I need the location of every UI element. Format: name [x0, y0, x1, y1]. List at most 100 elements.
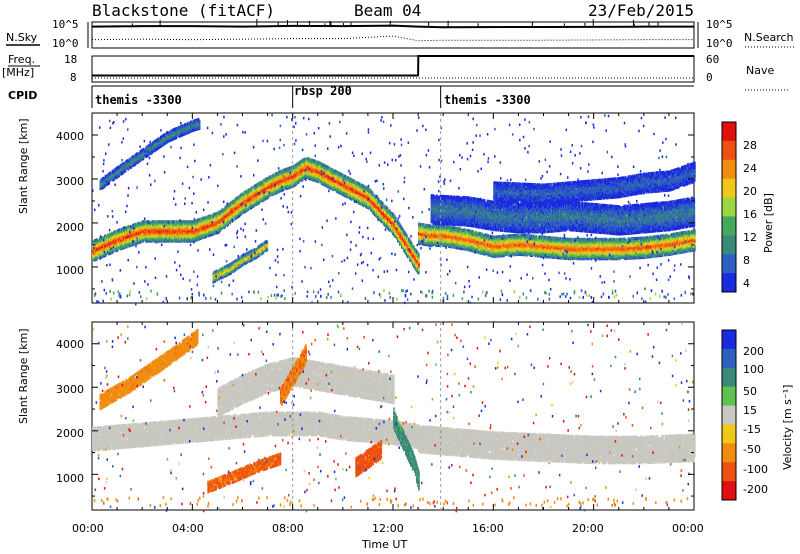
power-cell	[176, 235, 178, 239]
power-cell	[119, 237, 121, 241]
power-cell	[173, 220, 175, 224]
power-cell	[184, 220, 186, 224]
power-cell	[98, 239, 100, 243]
power-cell	[231, 209, 234, 213]
power-cell	[268, 184, 271, 188]
power-cell	[219, 209, 222, 213]
power-cell	[149, 238, 151, 242]
power-cell	[252, 192, 255, 196]
power-cell	[273, 178, 276, 182]
power-cell	[224, 224, 227, 228]
power-cell	[170, 220, 172, 224]
power-cell	[260, 189, 263, 193]
power-cell	[151, 220, 153, 224]
power-cell	[255, 187, 258, 191]
power-cell	[281, 174, 284, 178]
power-cell	[123, 242, 125, 246]
power-cell	[244, 206, 247, 210]
power-cell	[115, 236, 117, 240]
power-cell	[240, 206, 243, 210]
power-cell	[136, 223, 138, 227]
power-cell	[186, 223, 188, 227]
power-cell	[175, 225, 177, 229]
power-cell	[207, 218, 209, 222]
power-cell	[146, 227, 148, 231]
power-cell	[273, 174, 276, 178]
power-cell	[125, 235, 127, 239]
noise-series-nsearch	[91, 35, 694, 42]
power-cell	[227, 219, 230, 223]
power-cell	[246, 190, 249, 194]
power-cell	[282, 176, 285, 180]
power-cell	[151, 237, 153, 241]
power-cell	[213, 218, 216, 222]
power-cell	[217, 218, 220, 222]
power-cell	[96, 240, 98, 244]
power-cell	[201, 217, 203, 221]
power-cell	[210, 215, 212, 219]
power-cell	[151, 224, 153, 228]
power-cell	[149, 230, 151, 234]
power-cell	[142, 235, 144, 239]
power-cell	[163, 238, 165, 242]
power-cell	[147, 227, 149, 231]
power-cell	[162, 227, 164, 231]
power-cell	[274, 174, 277, 178]
power-cell	[160, 220, 162, 224]
power-cell	[252, 200, 255, 204]
power-cell	[132, 223, 134, 227]
power-cell	[112, 239, 114, 243]
power-cell	[168, 229, 170, 233]
power-cell	[226, 204, 229, 208]
power-cell	[159, 220, 161, 224]
power-cell	[172, 235, 174, 239]
power-cell	[261, 186, 264, 190]
power-cell	[266, 191, 269, 195]
power-cell	[105, 237, 107, 241]
power-cell	[250, 194, 253, 198]
power-cell	[188, 224, 190, 228]
power-cell	[253, 198, 256, 202]
power-cell	[245, 202, 248, 206]
power-cell	[100, 236, 102, 240]
power-cell	[219, 225, 222, 229]
power-cell	[228, 202, 231, 206]
power-cell	[165, 235, 167, 239]
power-cell	[274, 188, 277, 192]
power-cell	[183, 222, 185, 226]
power-cell	[161, 220, 163, 224]
power-cell	[181, 220, 183, 224]
power-cell	[230, 205, 233, 209]
power-cell	[162, 232, 164, 236]
power-cell	[249, 204, 252, 208]
power-cell	[266, 188, 269, 192]
power-cell	[274, 172, 277, 176]
power-cell	[154, 227, 156, 231]
power-cell	[253, 188, 256, 192]
power-cell	[111, 236, 113, 240]
power-cell	[132, 228, 134, 232]
power-cell	[280, 182, 283, 186]
power-cell	[269, 187, 272, 191]
power-cell	[185, 220, 187, 224]
power-cell	[177, 238, 179, 242]
power-cell	[253, 184, 256, 188]
power-cell	[223, 222, 226, 226]
power-cell	[386, 207, 389, 211]
power-cell	[213, 212, 216, 216]
power-cell	[231, 207, 234, 211]
power-cell	[241, 192, 244, 196]
power-cell	[140, 231, 142, 235]
power-cell	[263, 178, 266, 182]
power-cell	[249, 195, 252, 199]
power-cell	[211, 214, 213, 218]
power-cell	[235, 212, 238, 216]
freq-panel-frame	[91, 55, 695, 83]
power-cell	[137, 221, 139, 225]
power-cell	[178, 220, 180, 224]
power-cell	[107, 249, 109, 253]
power-cell	[260, 194, 263, 198]
power-cell	[145, 221, 147, 225]
power-cell	[195, 219, 197, 223]
power-cell	[130, 226, 132, 230]
